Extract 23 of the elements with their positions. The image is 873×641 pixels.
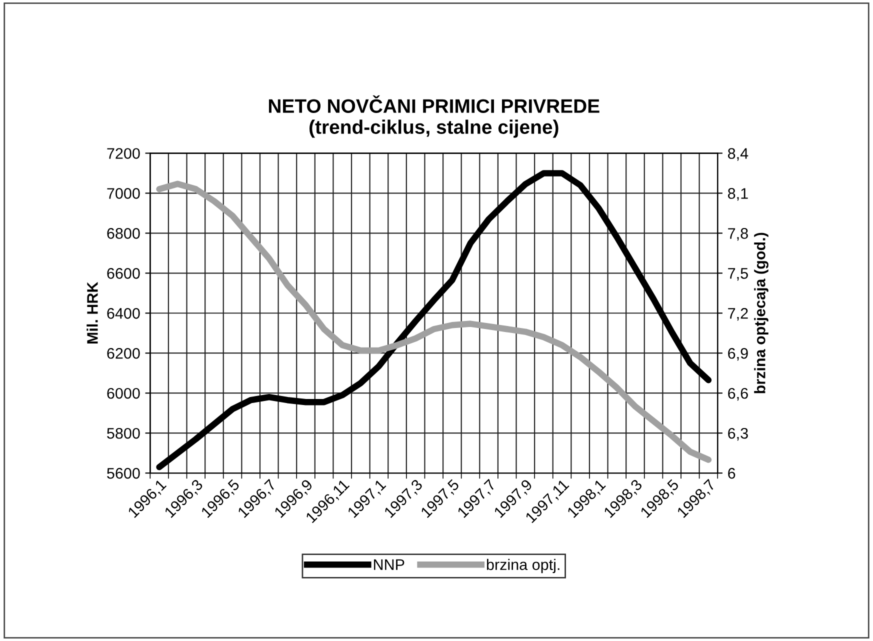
y2-tick-label: 6,9 <box>728 348 748 361</box>
y-tick-label: 6600 <box>107 268 140 279</box>
y2-tick-label: 8,1 <box>728 188 748 201</box>
y2-tick-label: 6 <box>728 468 736 479</box>
y-axis-title: Mil. HRK <box>86 282 98 344</box>
y-tick-label: 6200 <box>107 348 140 359</box>
chart-title: NETO NOVČANI PRIMICI PRIVREDE (trend-ciklus, stalne cijene) <box>268 95 600 138</box>
y2-tick-label: 7,8 <box>728 228 748 241</box>
legend-label: NNP <box>374 559 404 570</box>
y-tick-label: 5600 <box>107 468 140 479</box>
y2-tick-label: 7,5 <box>728 268 748 281</box>
y-tick-label: 6400 <box>107 308 140 319</box>
legend-label: brzina optj. <box>486 558 560 574</box>
y2-tick-label: 7,2 <box>728 308 748 321</box>
y2-axis-title: brzina optjecaja (god.) <box>754 232 768 394</box>
y-tick-label: 7200 <box>107 148 140 159</box>
y2-tick-label: 6,3 <box>728 428 748 441</box>
y-tick-label: 7000 <box>107 188 140 199</box>
y2-tick-label: 8,4 <box>728 148 748 161</box>
y-tick-label: 5800 <box>107 428 140 439</box>
y-tick-label: 6800 <box>107 228 140 239</box>
y2-tick-label: 6,6 <box>728 388 748 401</box>
y-tick-label: 6000 <box>107 388 140 399</box>
